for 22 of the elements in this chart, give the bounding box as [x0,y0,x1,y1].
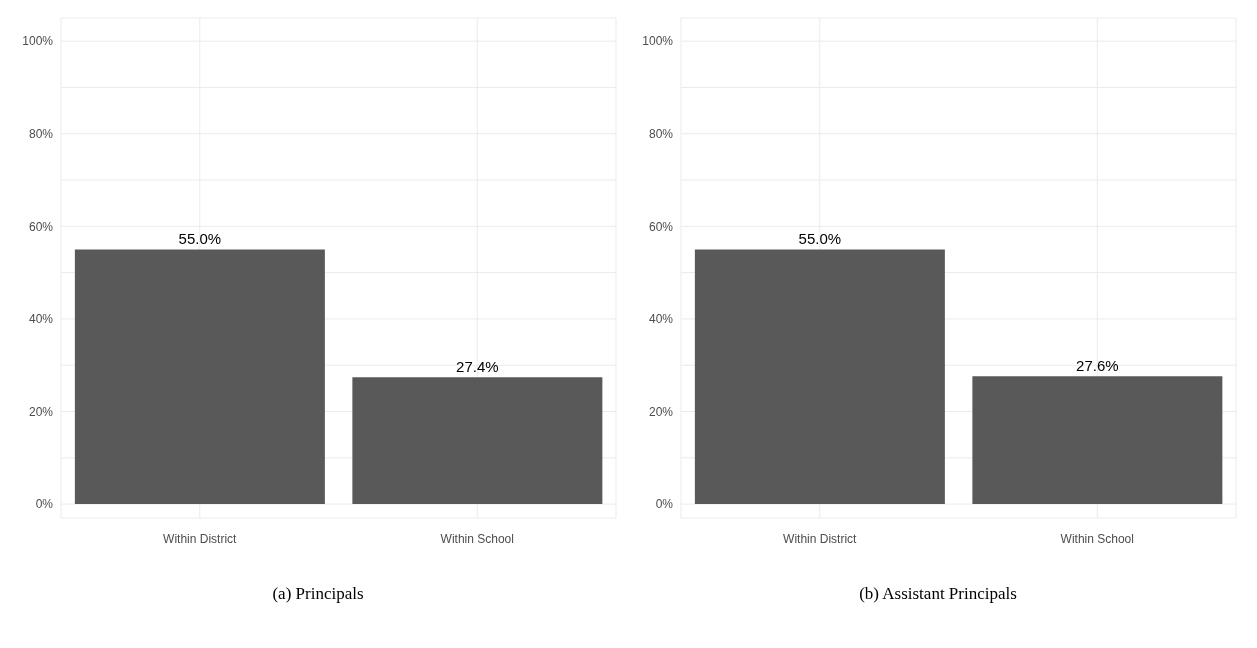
x-tick-label: Within School [1060,531,1134,546]
data-label: 55.0% [178,230,221,248]
y-tick-label: 0% [35,497,53,512]
y-tick-label: 60% [28,219,53,234]
y-tick-label: 0% [655,497,673,512]
y-tick-label: 100% [641,34,673,49]
text: (a) Principals [272,584,364,604]
data-label: 55.0% [798,230,841,248]
y-tick-label: 40% [648,312,673,327]
data-label: 27.4% [455,358,499,376]
data-label: 27.6% [1075,357,1119,375]
x-tick-label: Within District [782,531,857,546]
y-tick-label: 20% [648,404,673,419]
y-tick-label: 20% [28,404,53,419]
x-tick-label: Within District [162,531,237,546]
y-tick-label: 60% [648,219,673,234]
x-tick-label: Within School [440,531,514,546]
y-tick-label: 80% [648,127,673,141]
y-tick-label: 100% [21,34,53,49]
y-tick-label: 80% [28,127,53,141]
y-tick-label: 40% [28,312,53,327]
text: (b) Assistant Principals [859,584,1017,604]
